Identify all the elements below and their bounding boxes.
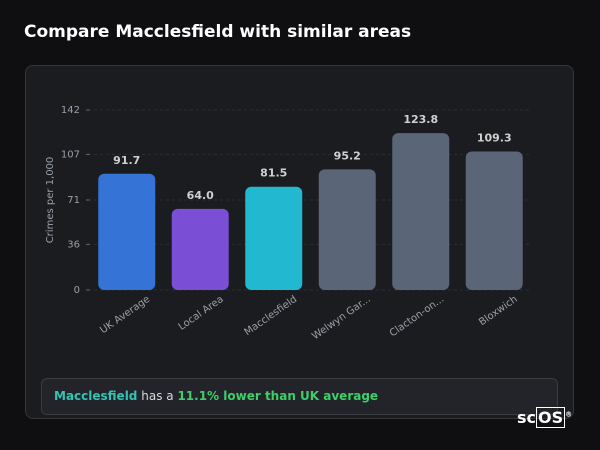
value-label: 81.5: [260, 167, 287, 180]
y-tick-label: 107: [61, 149, 80, 160]
x-tick-label: Bloxwich: [477, 294, 519, 328]
logo-mark: ®: [565, 410, 573, 419]
x-tick-label: Welwyn Gar...: [310, 294, 372, 342]
x-tick-label: Local Area: [177, 294, 226, 333]
bar: [392, 133, 450, 290]
value-label: 95.2: [334, 149, 361, 162]
summary-highlight: 11.1% lower than UK average: [177, 389, 379, 403]
summary-area: Macclesfield: [54, 389, 138, 403]
y-tick-label: 0: [74, 285, 80, 296]
bar: [318, 169, 376, 290]
logo-prefix: sc: [517, 408, 537, 427]
logo-boxed: OS: [536, 407, 566, 428]
y-tick-label: 36: [67, 239, 80, 250]
y-tick-label: 71: [67, 195, 80, 206]
value-label: 64.0: [187, 189, 214, 202]
page-title: Compare Macclesfield with similar areas: [24, 22, 412, 42]
value-label: 123.8: [403, 113, 438, 126]
logo: sc OS ®: [517, 407, 573, 428]
x-tick-label: UK Average: [98, 294, 152, 336]
y-tick-label: 142: [61, 105, 80, 116]
x-tick-label: Macclesfield: [243, 294, 300, 338]
bar: [245, 186, 303, 290]
value-label: 109.3: [477, 131, 512, 144]
bar: [465, 151, 523, 290]
bar: [98, 173, 156, 290]
summary-text: has a: [141, 389, 174, 403]
y-axis-label: Crimes per 1,000: [45, 157, 56, 244]
summary: Macclesfield has a 11.1% lower than UK a…: [41, 378, 558, 415]
x-tick-label: Clacton-on...: [388, 294, 446, 339]
value-label: 91.7: [113, 154, 140, 167]
bar: [171, 208, 229, 290]
